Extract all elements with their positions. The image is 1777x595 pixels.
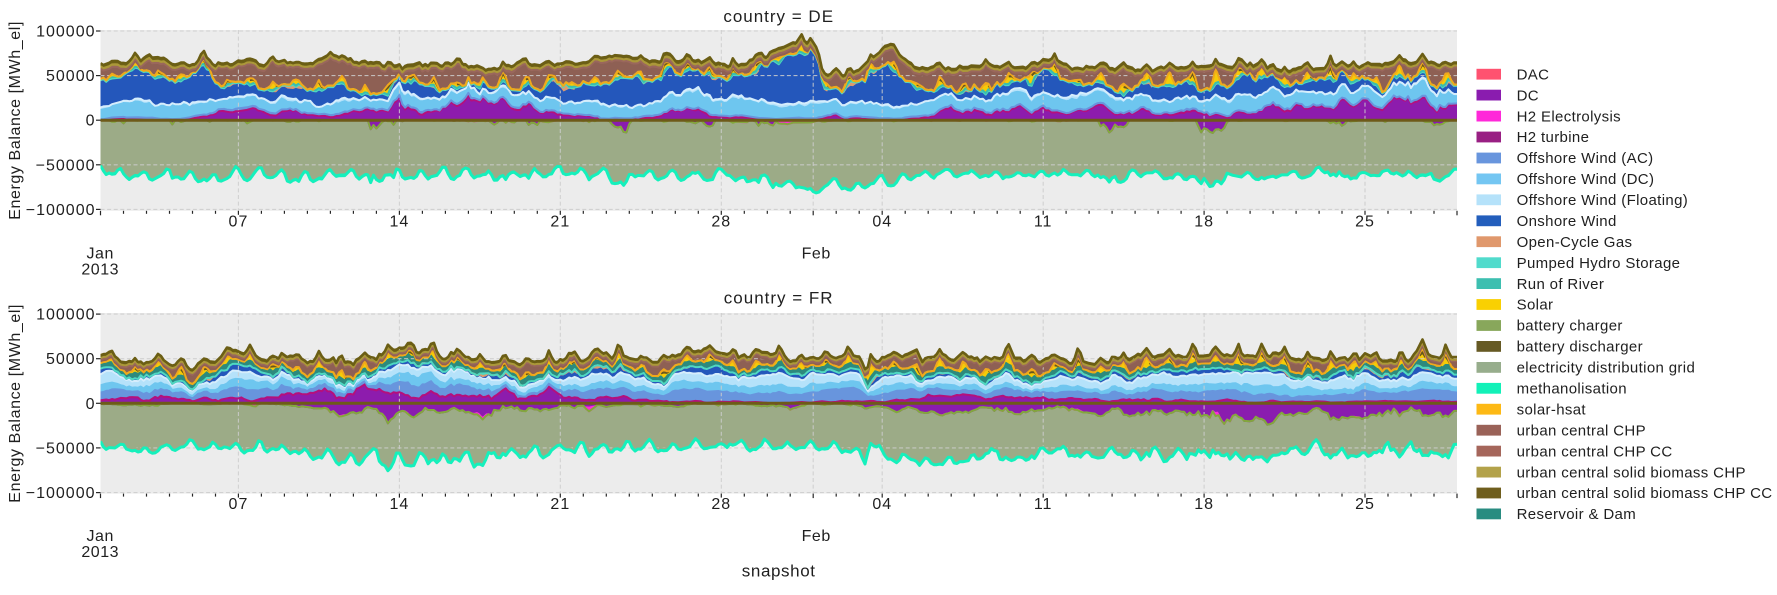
svg-text:−50000: −50000 (36, 157, 96, 174)
svg-text:0: 0 (86, 396, 96, 413)
svg-text:Jan: Jan (87, 246, 114, 263)
svg-text:country = DE: country = DE (723, 7, 834, 26)
svg-text:2013: 2013 (81, 544, 119, 561)
svg-text:H2 Electrolysis: H2 Electrolysis (1517, 108, 1621, 125)
svg-text:11: 11 (1034, 214, 1053, 231)
svg-text:battery discharger: battery discharger (1517, 339, 1643, 356)
svg-text:Energy Balance [MWh_el]: Energy Balance [MWh_el] (7, 21, 24, 220)
svg-text:Offshore Wind (DC): Offshore Wind (DC) (1517, 171, 1655, 188)
svg-text:21: 21 (550, 496, 570, 513)
svg-text:−100000: −100000 (26, 485, 96, 502)
svg-text:14: 14 (389, 214, 409, 231)
svg-text:Open-Cycle Gas: Open-Cycle Gas (1517, 234, 1633, 251)
svg-text:04: 04 (872, 496, 892, 513)
svg-text:100000: 100000 (36, 307, 95, 324)
svg-text:Reservoir & Dam: Reservoir & Dam (1517, 506, 1636, 523)
svg-text:Pumped Hydro Storage: Pumped Hydro Storage (1517, 255, 1681, 272)
svg-text:snapshot: snapshot (742, 562, 816, 581)
svg-text:Feb: Feb (802, 246, 831, 263)
svg-text:11: 11 (1034, 496, 1053, 513)
svg-text:Feb: Feb (802, 528, 831, 545)
svg-text:country = FR: country = FR (724, 289, 834, 308)
svg-text:50000: 50000 (46, 68, 96, 85)
svg-text:07: 07 (229, 496, 249, 513)
svg-text:Solar: Solar (1517, 297, 1554, 314)
svg-text:Offshore Wind (AC): Offshore Wind (AC) (1517, 150, 1654, 167)
svg-text:methanolisation: methanolisation (1517, 381, 1627, 398)
svg-text:DAC: DAC (1517, 66, 1550, 83)
svg-text:urban central solid biomass CH: urban central solid biomass CHP (1517, 464, 1746, 481)
svg-text:DC: DC (1517, 87, 1539, 104)
svg-text:Onshore Wind: Onshore Wind (1517, 213, 1617, 230)
svg-text:Energy Balance [MWh_el]: Energy Balance [MWh_el] (7, 304, 24, 503)
svg-text:Run of River: Run of River (1517, 276, 1605, 293)
svg-text:18: 18 (1194, 214, 1214, 231)
svg-text:H2 turbine: H2 turbine (1517, 129, 1590, 146)
svg-text:Jan: Jan (87, 528, 114, 545)
svg-text:0: 0 (86, 113, 96, 130)
svg-text:2013: 2013 (81, 262, 119, 279)
svg-text:solar-hsat: solar-hsat (1517, 401, 1587, 418)
svg-text:battery charger: battery charger (1517, 318, 1623, 335)
svg-text:−100000: −100000 (26, 202, 96, 219)
svg-text:100000: 100000 (36, 23, 95, 40)
svg-text:25: 25 (1355, 214, 1375, 231)
svg-text:25: 25 (1355, 496, 1375, 513)
svg-text:urban central CHP: urban central CHP (1517, 422, 1646, 439)
svg-text:urban central CHP CC: urban central CHP CC (1517, 443, 1673, 460)
svg-text:14: 14 (389, 496, 409, 513)
svg-text:21: 21 (550, 214, 570, 231)
svg-text:04: 04 (872, 214, 892, 231)
svg-text:−50000: −50000 (36, 440, 96, 457)
svg-text:Offshore Wind (Floating): Offshore Wind (Floating) (1517, 192, 1689, 209)
svg-text:28: 28 (711, 214, 731, 231)
svg-text:electricity distribution grid: electricity distribution grid (1517, 360, 1696, 377)
svg-text:07: 07 (229, 214, 249, 231)
svg-text:urban central solid biomass CH: urban central solid biomass CHP CC (1517, 485, 1773, 502)
svg-text:28: 28 (711, 496, 731, 513)
svg-text:50000: 50000 (46, 351, 96, 368)
svg-text:18: 18 (1194, 496, 1214, 513)
